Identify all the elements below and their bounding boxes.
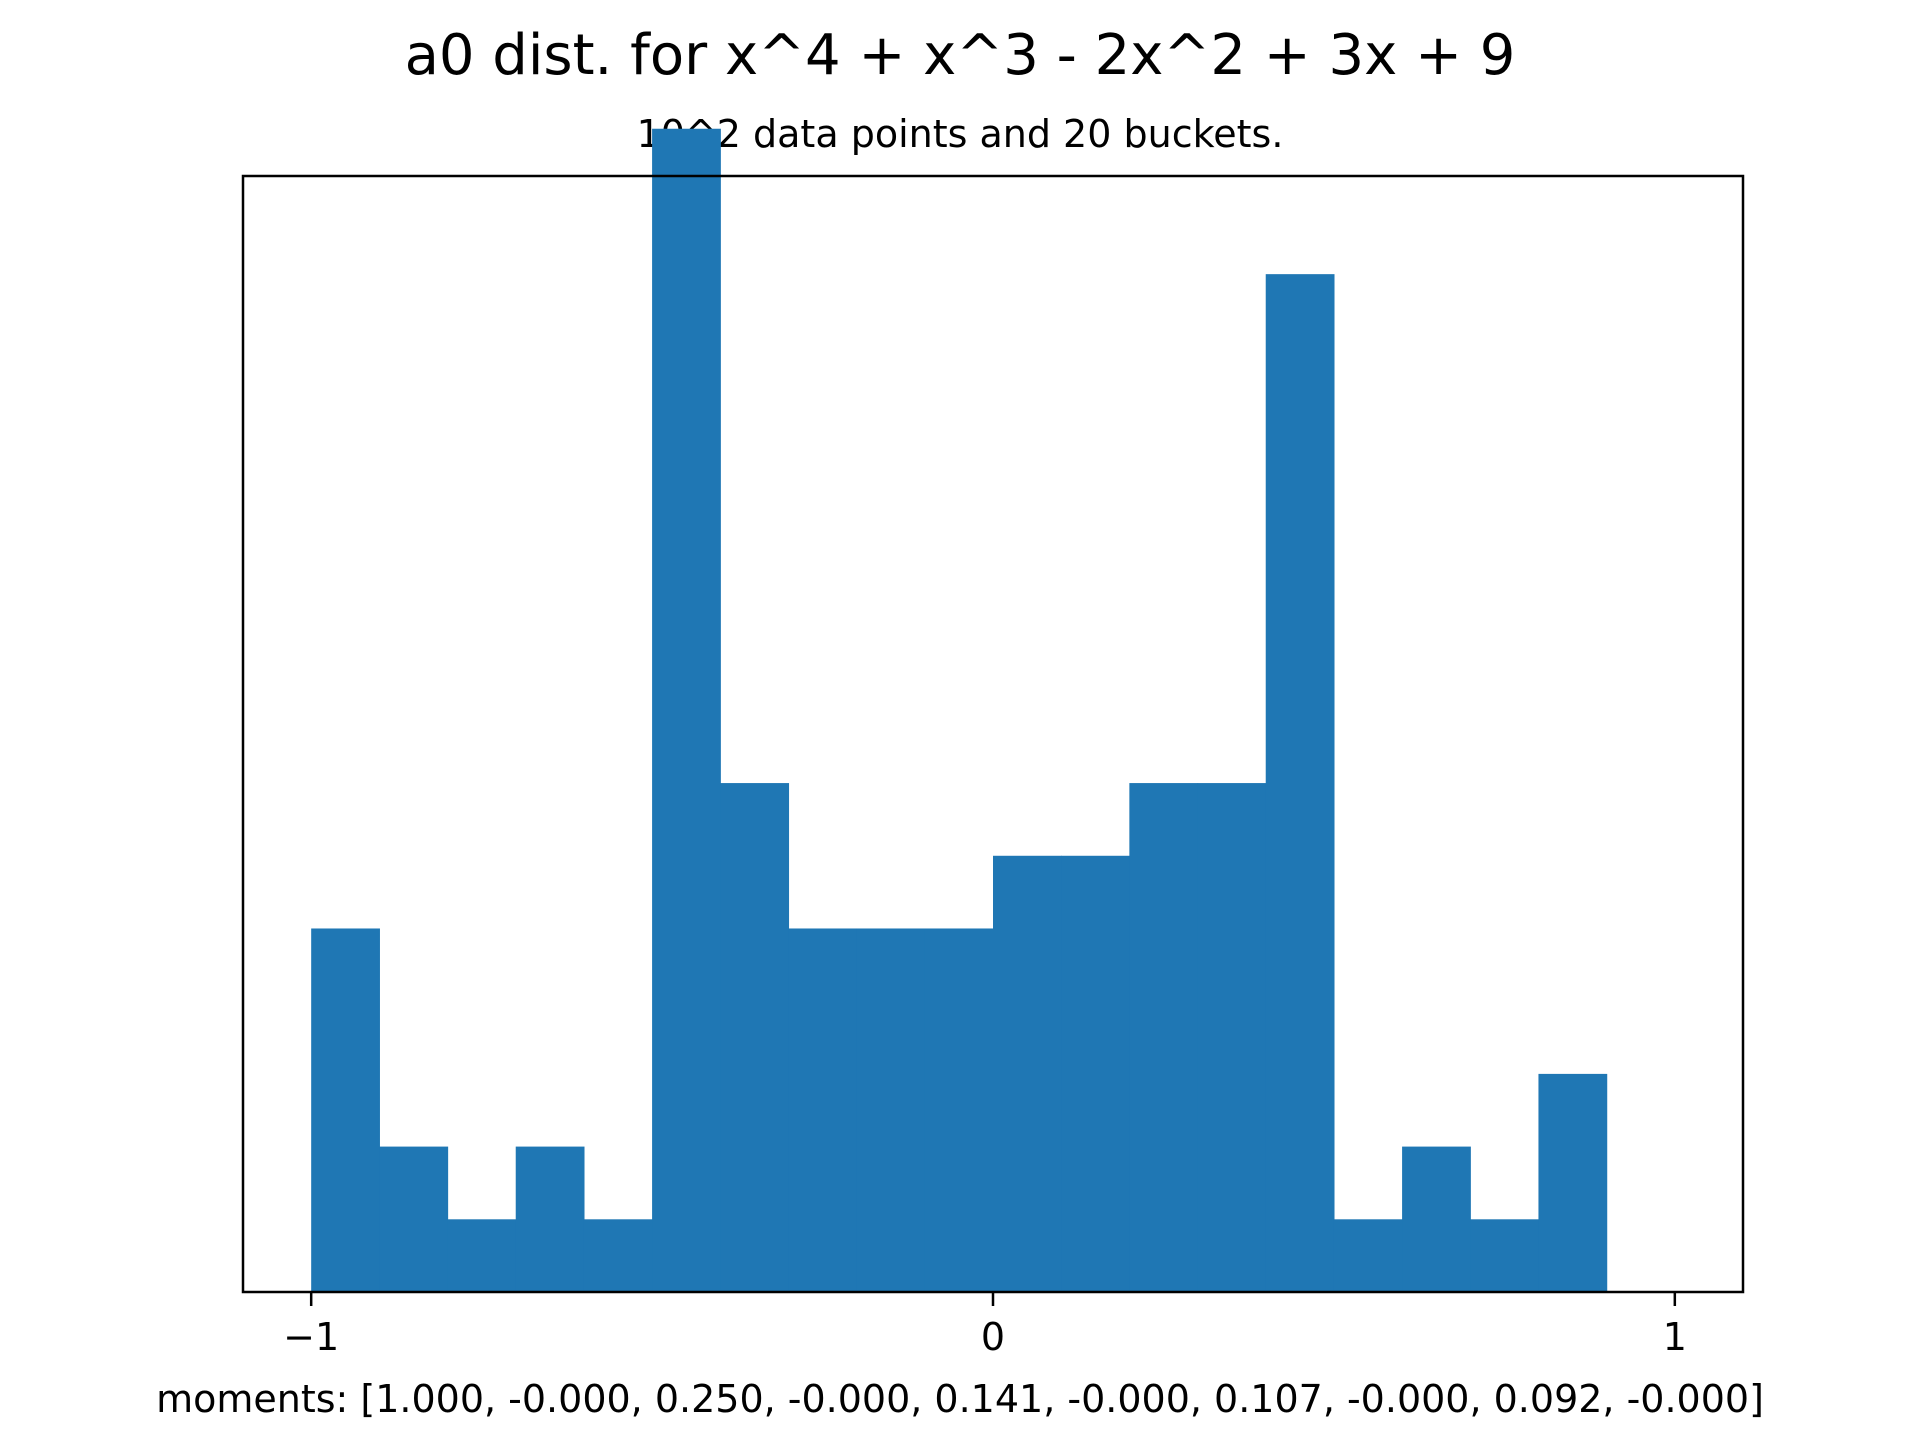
histogram-bar <box>993 855 1062 1292</box>
x-tick-label: 1 <box>1663 1315 1687 1359</box>
histogram-bar <box>515 1146 585 1292</box>
plot-frame <box>241 174 1745 1294</box>
histogram-bar <box>311 928 380 1292</box>
histogram-bar <box>447 1219 517 1292</box>
chart-subtitle: 10^2 data points and 20 buckets. <box>637 112 1284 156</box>
x-tick-group: −1 0 1 <box>283 1292 1687 1359</box>
histogram-bar <box>924 928 994 1292</box>
histogram-bar <box>379 1146 449 1292</box>
histogram-bar <box>1265 274 1335 1292</box>
histogram-bar <box>1402 1146 1471 1292</box>
bar-group <box>311 128 1608 1293</box>
chart-title: a0 dist. for x^4 + x^3 - 2x^2 + 3x + 9 <box>405 23 1516 88</box>
histogram-bar <box>720 783 790 1292</box>
histogram-bar <box>856 928 926 1292</box>
histogram-bar <box>1197 783 1267 1292</box>
histogram-bar <box>1470 1219 1540 1292</box>
histogram-bar <box>1538 1073 1608 1292</box>
histogram-bar <box>1129 783 1199 1292</box>
histogram-bar <box>583 1219 653 1292</box>
x-tick-label: −1 <box>283 1315 339 1359</box>
x-axis-label: moments: [1.000, -0.000, 0.250, -0.000, … <box>156 1377 1764 1421</box>
histogram-bar <box>652 128 721 1293</box>
x-tick-label: 0 <box>981 1315 1005 1359</box>
histogram-bar <box>1333 1219 1403 1292</box>
histogram-bar <box>1061 855 1130 1292</box>
histogram-bar <box>788 928 858 1292</box>
